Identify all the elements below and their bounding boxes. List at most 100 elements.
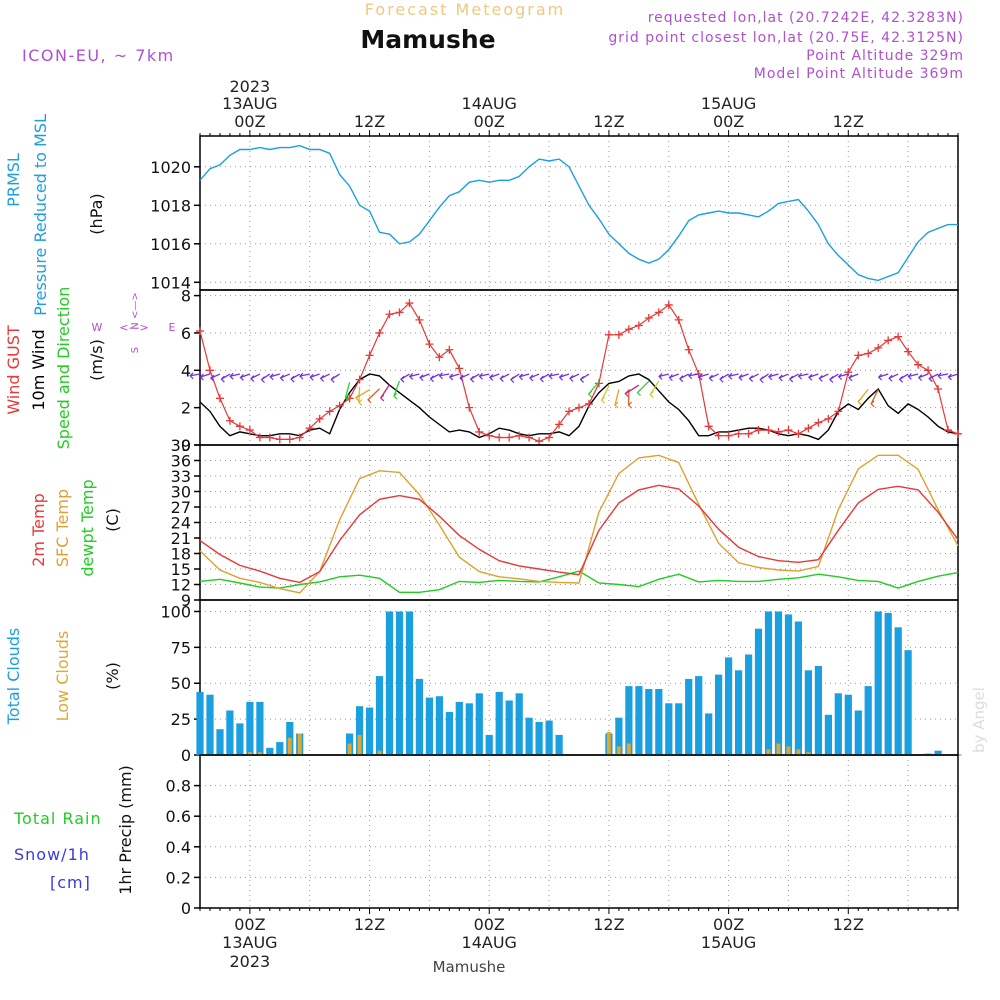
wind-arrow-head [344, 394, 349, 402]
gust-marker [724, 431, 733, 440]
wind-arrow-head [548, 372, 553, 380]
total-cloud-bar [655, 689, 663, 755]
bottom-date-label: 15AUG [701, 933, 756, 952]
gust-marker [235, 422, 244, 431]
wind-arrow-head [429, 375, 434, 383]
top-hour-label: 00Z [474, 112, 505, 131]
sfc-temp-line [199, 454, 959, 594]
wind-arrow-head [778, 374, 783, 382]
wind-arrow [870, 389, 879, 405]
gust-marker [654, 308, 663, 317]
gust-marker [435, 353, 444, 362]
wind-arrow [778, 373, 789, 379]
wind-arrow [358, 386, 361, 403]
total-cloud-bar [256, 701, 264, 755]
wind-arrow-head [209, 374, 215, 382]
wind-arrow-head [529, 374, 534, 382]
top-year-label: 2023 [230, 77, 271, 96]
wind-arrow-head [797, 372, 803, 380]
wind-arrow-head [727, 372, 733, 380]
wind-arrow-head [829, 376, 834, 383]
wind-arrow-head [269, 373, 274, 381]
gust-marker [315, 414, 324, 423]
wind-arrow-head [569, 374, 574, 382]
y-tick-label: 1014 [150, 273, 191, 292]
gust-marker [365, 351, 374, 360]
wind-arrow-head [229, 372, 234, 380]
total-cloud-bar [705, 713, 713, 755]
total-cloud-bar [934, 750, 942, 755]
gust-marker [784, 426, 793, 435]
gust-marker [255, 433, 264, 442]
y-tick-label: 8 [181, 287, 191, 306]
wind-arrow-head [759, 376, 764, 384]
wind-arrow [948, 373, 959, 378]
low-cloud-bar [776, 743, 781, 755]
gust-marker [904, 347, 913, 356]
gust-marker [764, 426, 773, 435]
y-tick-label: 0 [181, 746, 191, 765]
gust-marker [914, 360, 923, 369]
y-tick-label: 2 [181, 399, 191, 418]
y-tick-label: 12 [171, 576, 191, 595]
gust-marker [285, 435, 294, 444]
wind-arrow-head [698, 373, 703, 381]
gust-marker [604, 330, 613, 339]
gridpoint-coordinates: grid point closest lon,lat (20.75E, 42.3… [608, 30, 964, 46]
gust-marker [425, 340, 434, 349]
y-tick-label: 36 [171, 452, 191, 471]
wind-arrow-head [419, 374, 424, 382]
total-cloud-bar [675, 703, 683, 755]
total-cloud-bar [216, 729, 224, 755]
gust-marker [295, 433, 304, 442]
total-cloud-bar [735, 670, 743, 755]
bottom-hour-label: 00Z [713, 915, 744, 934]
wind-arrow [688, 373, 699, 377]
wind-arrow [439, 373, 450, 377]
bottom-date-label: 13AUG [222, 933, 277, 952]
pressure-label-1: PRMSL [4, 153, 23, 207]
wind-arrow [344, 382, 351, 398]
gust-marker [395, 308, 404, 317]
gust-marker [674, 315, 683, 324]
y-tick-label: 21 [171, 529, 191, 548]
gust-marker [614, 330, 623, 339]
wind-arrow [310, 373, 320, 378]
gust-marker [335, 401, 344, 410]
gust-marker [575, 403, 583, 412]
panel-pressure: 1014 1016 1018 1020 PRMSL Pressure Reduced to… [4, 114, 959, 316]
y-tick-label: 24 [171, 514, 191, 533]
wind-arrow [393, 380, 401, 397]
gust-marker [495, 433, 504, 442]
gust-marker [375, 328, 384, 337]
low-cloud-bar [616, 746, 621, 755]
total-cloud-bar [715, 674, 723, 755]
gust-marker [864, 349, 873, 358]
low-cloud-bar [347, 743, 352, 755]
gust-marker [584, 399, 593, 408]
total-cloud-bar [864, 686, 872, 755]
wind-10m-label: 10m Wind [29, 329, 48, 410]
bottom-hour-label: 12Z [593, 915, 624, 934]
snow-label: Snow/1h [14, 845, 90, 864]
wind-arrow-head [250, 375, 255, 383]
gust-marker [834, 407, 843, 416]
total-cloud-bar [206, 694, 214, 755]
wind-arrow-head [636, 389, 641, 397]
gust-marker [664, 300, 673, 309]
wind-arrow-head [279, 374, 284, 382]
wind-unit: (m/s) [87, 339, 106, 381]
total-cloud-bar [465, 703, 473, 755]
total-cloud-bar [824, 714, 832, 755]
gust-marker [455, 364, 464, 373]
wind-arrow [658, 373, 669, 378]
gust-marker [415, 315, 424, 324]
gust-marker [245, 426, 254, 435]
wind-arrow [738, 373, 749, 379]
gust-marker [894, 332, 903, 341]
gust-marker [535, 437, 544, 446]
wind-arrow-head [687, 372, 693, 380]
